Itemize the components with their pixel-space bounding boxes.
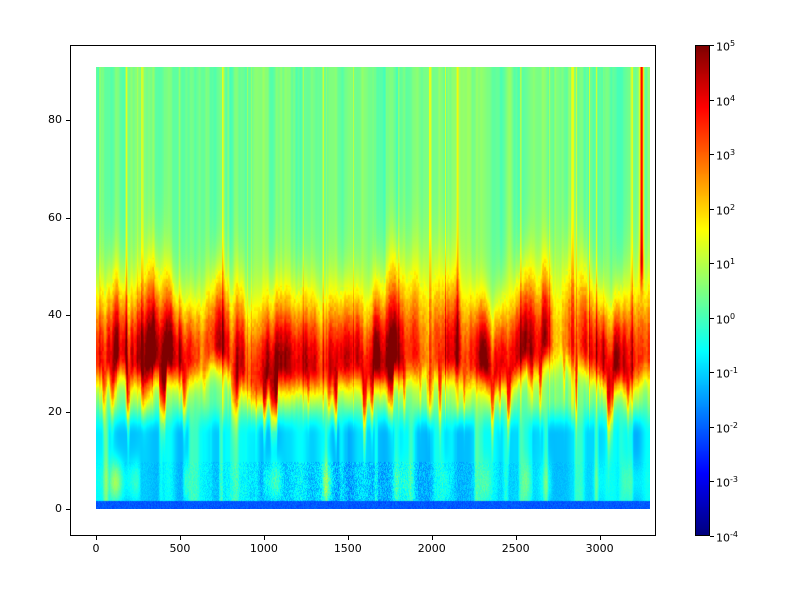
colorbar-label-base: 10 (716, 422, 730, 436)
x-tick-label: 2000 (417, 542, 446, 555)
colorbar-tick-label: 100 (716, 310, 735, 328)
y-tick (66, 509, 70, 510)
x-tick (179, 536, 181, 540)
colorbar-label-base: 10 (716, 258, 730, 272)
colorbar-label-base: 10 (716, 149, 730, 163)
colorbar-tick-label: 105 (716, 37, 735, 55)
colorbar-tick (710, 372, 714, 374)
y-tick (66, 314, 70, 316)
colorbar-gradient (696, 46, 709, 535)
x-tick (96, 536, 97, 540)
x-tick-label: 500 (169, 542, 191, 555)
colorbar-tick-label: 104 (716, 92, 735, 110)
y-tick-label: 20 (48, 404, 62, 418)
x-tick-label: 1500 (333, 542, 362, 555)
x-tick-label: 0 (92, 542, 100, 555)
colorbar-label-base: 10 (716, 531, 730, 545)
y-tick-label: 80 (48, 113, 62, 127)
y-tick (66, 217, 70, 219)
y-tick-label: 0 (55, 502, 62, 515)
y-tick-label: 40 (48, 307, 62, 321)
colorbar-tick-label: 101 (716, 255, 735, 273)
colorbar-label-base: 10 (716, 204, 730, 218)
colorbar-label-exponent: 0 (730, 311, 736, 321)
x-tick (515, 536, 517, 540)
colorbar-tick (710, 317, 714, 319)
x-tick-label: 2500 (501, 542, 530, 555)
y-tick (66, 120, 70, 122)
colorbar-tick (710, 99, 714, 101)
colorbar-tick (710, 426, 714, 428)
colorbar-tick (710, 263, 714, 265)
colorbar-label-exponent: 2 (730, 202, 736, 212)
colorbar-tick-label: 10-4 (716, 528, 738, 546)
x-tick (263, 536, 265, 540)
colorbar-label-base: 10 (716, 313, 730, 327)
heatmap-canvas (96, 67, 650, 509)
colorbar-tick-label: 10-2 (716, 419, 738, 437)
y-tick (66, 411, 70, 413)
colorbar-tick (710, 208, 714, 210)
x-tick-label: 3000 (585, 542, 614, 555)
colorbar-label-base: 10 (716, 40, 730, 54)
colorbar-label-exponent: 1 (730, 257, 736, 267)
colorbar-label-exponent: 4 (730, 93, 736, 103)
colorbar-tick-label: 103 (716, 146, 735, 164)
x-tick (599, 536, 601, 540)
colorbar-label-exponent: -1 (730, 366, 738, 376)
colorbar-label-base: 10 (716, 367, 730, 381)
y-tick-label: 60 (48, 210, 62, 224)
colorbar-label-base: 10 (716, 477, 730, 491)
x-tick-label: 1000 (249, 542, 278, 555)
colorbar-tick-label: 10-3 (716, 473, 738, 491)
colorbar-tick-label: 10-1 (716, 364, 738, 382)
colorbar-tick (710, 481, 714, 483)
colorbar-tick (710, 536, 714, 537)
colorbar-frame (695, 45, 710, 536)
x-tick (347, 536, 349, 540)
colorbar-tick (710, 45, 714, 46)
colorbar-label-exponent: -4 (730, 530, 738, 539)
colorbar-label-exponent: 3 (730, 148, 736, 158)
colorbar-label-exponent: 5 (730, 39, 736, 48)
colorbar-tick (710, 154, 714, 156)
x-tick (431, 536, 433, 540)
colorbar-label-base: 10 (716, 95, 730, 109)
colorbar-label-exponent: -3 (730, 475, 738, 485)
colorbar-label-exponent: -2 (730, 420, 738, 430)
colorbar-tick-label: 102 (716, 201, 735, 219)
